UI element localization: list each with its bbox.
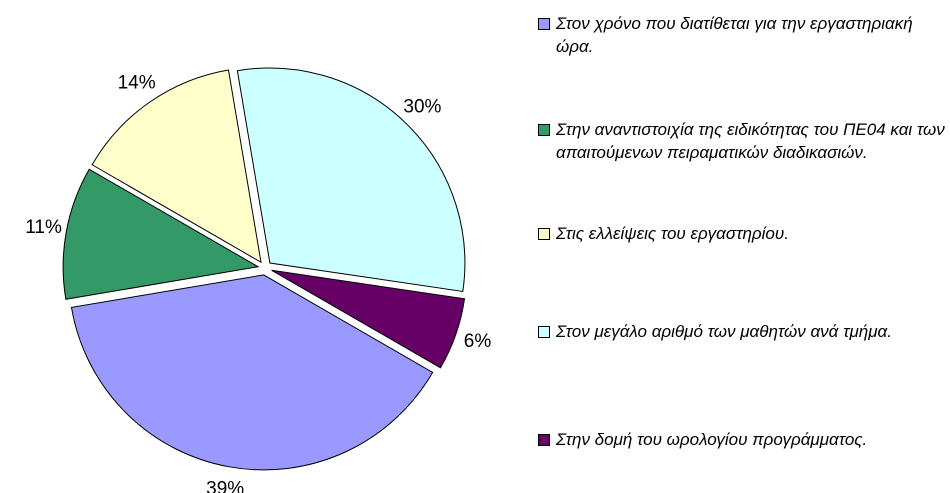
legend-swatch [538, 228, 550, 240]
pie-slice [91, 69, 262, 264]
pie-slice [62, 168, 260, 300]
data-label: 6% [464, 331, 492, 352]
legend-label: Στην αναντιστοιχία της ειδικότητας του Π… [556, 120, 945, 162]
legend-swatch [538, 18, 550, 30]
legend-label: Στις ελλείψεις του εργαστηρίου. [556, 224, 789, 243]
pie-slice [271, 269, 466, 369]
pie-slice [236, 67, 466, 293]
pie-slice [70, 274, 434, 471]
legend-label: Στον μεγάλο αριθμό των μαθητών ανά τμήμα… [556, 322, 892, 341]
data-label: 14% [118, 72, 156, 93]
legend-swatch [538, 434, 550, 446]
legend-swatch [538, 326, 550, 338]
legend-swatch [538, 124, 550, 136]
data-label: 30% [403, 96, 441, 117]
data-label: 11% [25, 217, 62, 238]
legend-label: Στην δομή του ωρολογίου προγράμματος. [556, 430, 868, 449]
legend-label: Στον χρόνο που διατίθεται για την εργαστ… [556, 14, 913, 56]
data-label: 39% [206, 478, 244, 493]
